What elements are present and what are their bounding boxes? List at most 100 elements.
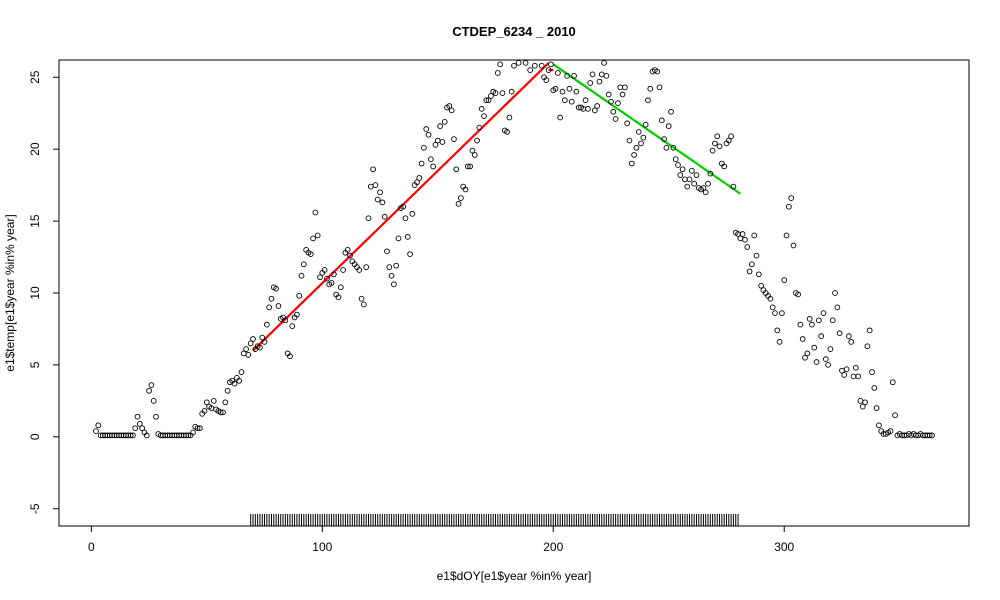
x-axis: 0 100 200 300: [88, 526, 795, 554]
data-point: [889, 379, 896, 386]
data-point: [93, 428, 99, 434]
data-point: [127, 432, 134, 439]
data-point: [217, 409, 224, 416]
data-point: [555, 70, 561, 76]
x-axis-label: e1$dOY[e1$year %in% year]: [437, 569, 592, 583]
data-point: [705, 180, 711, 187]
data-point: [725, 137, 732, 144]
data-point: [776, 339, 783, 345]
data-point: [358, 295, 365, 302]
data-point: [132, 425, 139, 432]
data-point: [337, 284, 344, 291]
data-point: [236, 377, 243, 384]
data-point: [615, 100, 621, 106]
data-point: [850, 373, 857, 380]
data-point: [728, 133, 734, 140]
data-point: [813, 359, 820, 365]
data-point: [626, 137, 633, 144]
data-point: [185, 432, 192, 439]
data-point: [848, 339, 855, 345]
data-point: [95, 422, 102, 429]
data-point: [688, 167, 695, 174]
data-point: [245, 351, 252, 358]
data-point: [638, 140, 644, 147]
data-point: [559, 88, 566, 95]
data-point: [458, 195, 464, 201]
data-point: [714, 133, 721, 140]
data-point: [783, 232, 790, 239]
data-point: [365, 215, 372, 222]
data-point: [862, 399, 868, 406]
fit-lines: [252, 62, 741, 352]
data-point: [312, 209, 319, 216]
data-point: [289, 323, 296, 329]
data-point: [631, 152, 637, 158]
data-point: [231, 380, 238, 387]
data-point: [841, 372, 848, 378]
data-point: [608, 98, 614, 105]
data-point: [379, 199, 386, 206]
data-point: [892, 412, 898, 419]
data-point: [441, 118, 448, 125]
data-point: [282, 317, 289, 324]
data-point: [455, 200, 462, 207]
data-point: [679, 166, 686, 173]
y-tick-label: 15: [28, 214, 42, 228]
data-point: [130, 432, 136, 439]
data-point: [374, 196, 381, 203]
data-point: [384, 248, 390, 255]
data-point: [190, 429, 196, 436]
data-point: [633, 144, 640, 151]
data-point: [663, 144, 670, 151]
data-point: [871, 385, 878, 391]
data-point: [469, 147, 476, 154]
data-point: [488, 93, 494, 99]
data-point: [335, 294, 342, 301]
data-point: [612, 116, 619, 122]
data-point: [672, 156, 679, 163]
data-point: [619, 91, 626, 98]
data-point: [804, 350, 811, 357]
data-point: [314, 232, 321, 239]
data-point: [425, 131, 432, 138]
data-point: [603, 72, 610, 79]
rug-marks: [250, 514, 739, 526]
data-point: [598, 71, 605, 78]
data-point: [642, 121, 649, 128]
data-point: [464, 163, 471, 170]
data-point: [543, 77, 550, 83]
x-tick-label: 300: [774, 540, 794, 554]
x-tick-label: 100: [312, 540, 332, 554]
data-point: [511, 62, 517, 69]
data-point: [407, 251, 413, 258]
fit-line: [552, 63, 741, 195]
data-point: [846, 333, 852, 339]
data-point: [377, 189, 383, 196]
chart-title: CTDEP_6234 _ 2010: [452, 24, 576, 39]
data-point: [779, 310, 785, 316]
y-axis-label: e1$temp[e1$year %in% year]: [3, 214, 17, 371]
data-point: [825, 362, 831, 368]
data-point: [139, 425, 145, 432]
data-point: [585, 106, 591, 112]
data-point: [640, 134, 647, 141]
data-point: [250, 336, 256, 342]
data-point: [453, 166, 460, 173]
y-tick-label: 20: [28, 142, 42, 156]
data-point: [238, 369, 245, 375]
data-point: [402, 215, 409, 222]
y-tick-label: 5: [28, 361, 42, 368]
data-point: [363, 264, 370, 270]
data-point: [298, 272, 305, 279]
data-point: [668, 108, 674, 115]
data-point: [134, 413, 141, 420]
data-point: [605, 91, 612, 98]
data-point: [548, 61, 554, 68]
data-point: [774, 327, 781, 334]
data-point: [624, 120, 631, 127]
data-point: [601, 60, 607, 66]
data-point: [400, 203, 406, 210]
data-point: [834, 304, 841, 311]
data-point: [587, 80, 594, 86]
